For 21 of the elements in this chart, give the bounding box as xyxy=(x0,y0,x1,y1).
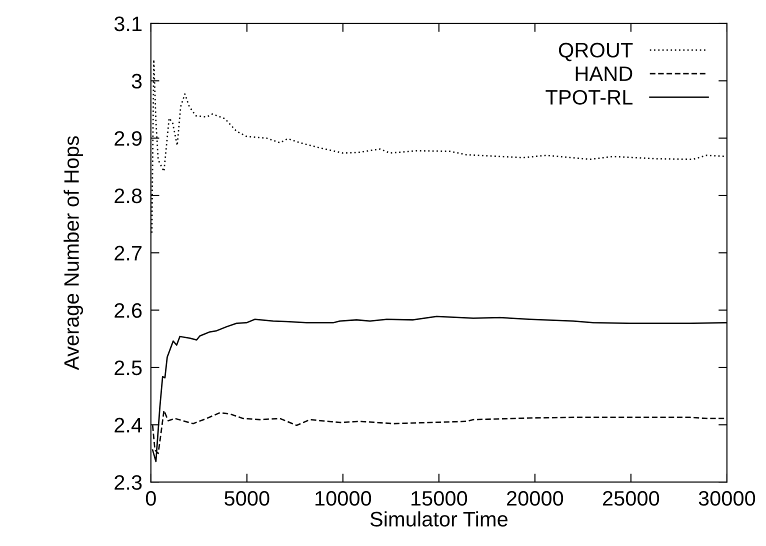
y-tick-label: 2.3 xyxy=(114,475,142,490)
x-tick-label: 5000 xyxy=(224,491,270,506)
y-tick-label: 2.6 xyxy=(114,303,142,318)
x-tick-label: 10000 xyxy=(316,491,372,506)
y-tick-label: 3 xyxy=(132,74,142,89)
y-tick-label: 2.5 xyxy=(114,360,142,376)
x-tick-label: 15000 xyxy=(412,491,468,506)
y-tick-label: 2.8 xyxy=(114,188,142,204)
y-tick-label: 3.1 xyxy=(114,16,142,32)
x-axis-title: Simulator Time xyxy=(370,511,508,527)
y-tick-label: 2.7 xyxy=(114,246,142,260)
y-tick-label: 2.9 xyxy=(114,131,142,146)
x-tick-label: 0 xyxy=(146,491,156,506)
y-tick-label: 2.4 xyxy=(114,418,142,432)
legend-label: HAND xyxy=(576,66,632,81)
x-tick-label: 20000 xyxy=(507,491,564,506)
y-axis-title: Average Number of Hops xyxy=(64,136,84,370)
x-tick-label: 25000 xyxy=(603,491,660,506)
legend-label: TPOT-RL xyxy=(546,90,632,105)
x-tick-label: 30000 xyxy=(698,491,756,506)
legend-label: QROUT xyxy=(558,42,633,62)
